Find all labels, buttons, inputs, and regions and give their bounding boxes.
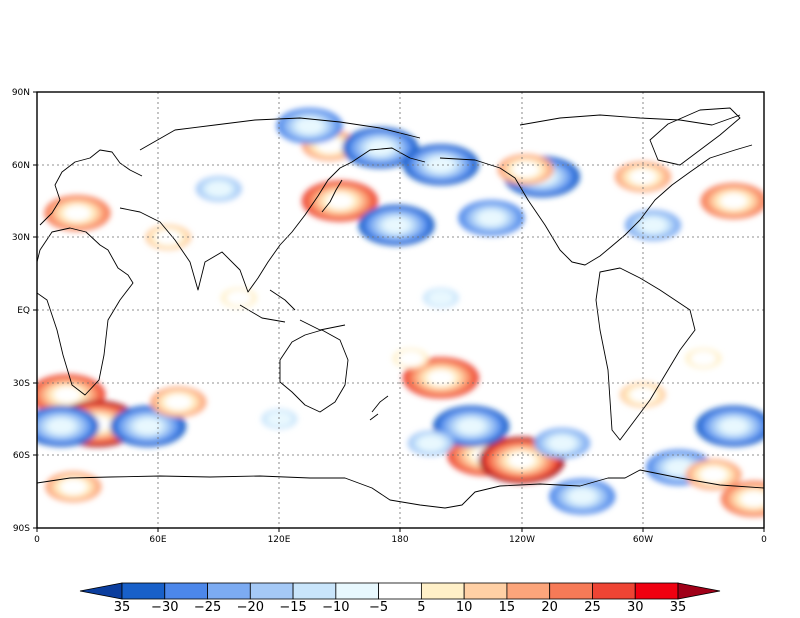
- lat-label-90s: 90S: [13, 524, 30, 534]
- lon-label-60e: 60E: [149, 535, 166, 545]
- lon-label-120w: 120W: [509, 535, 535, 545]
- anomaly-blob: [54, 387, 81, 403]
- anomaly-blob: [266, 411, 293, 427]
- colorbar-triangle-right: [677, 582, 721, 600]
- colorbar-label: −5: [369, 600, 388, 615]
- colorbar-box: [164, 582, 208, 600]
- lat-label-60n: 60N: [12, 161, 30, 171]
- colorbar-label: −15: [279, 600, 306, 615]
- colorbar-label: 35: [670, 600, 687, 615]
- lat-label-90n: 90N: [12, 88, 30, 98]
- new-zealand-coastline: [369, 395, 389, 421]
- lon-label-0-right: 0: [761, 535, 767, 545]
- lat-label-30n: 30N: [12, 233, 30, 243]
- anomaly-blob: [639, 217, 666, 233]
- latitude-labels: 90N 60N 30N EQ 30S 60S 90S: [12, 88, 30, 534]
- anomaly-blob: [458, 418, 485, 434]
- longitude-labels: 0 60E 120E 180 120W 60W 0: [34, 535, 767, 545]
- colorbar-label: 15: [499, 600, 516, 615]
- colorbar-label: −10: [322, 600, 349, 615]
- lat-label-60s: 60S: [13, 451, 30, 461]
- colorbar-box: [335, 582, 380, 600]
- canada-arctic-coastline: [519, 114, 741, 126]
- anomaly-blob: [629, 169, 656, 185]
- anomaly-blob: [165, 394, 192, 410]
- anomaly-blob: [427, 290, 454, 306]
- antarctica-coastline: [37, 469, 764, 509]
- anomaly-blob: [427, 157, 454, 173]
- colorbar-label: −25: [194, 600, 221, 615]
- anomaly-blob: [508, 452, 535, 468]
- lat-label-30s: 30S: [13, 379, 30, 389]
- anomaly-blob: [48, 418, 75, 434]
- anomaly-blob: [417, 435, 444, 451]
- anomaly-blob: [427, 370, 454, 386]
- colorbar-label: −20: [237, 600, 264, 615]
- asia-north-coastline: [139, 117, 421, 151]
- colorbar-box: [378, 582, 422, 600]
- anomaly-blob: [326, 193, 353, 209]
- anomaly-blob: [383, 217, 410, 233]
- colorbar-box: [463, 582, 508, 600]
- colorbar-label: 35: [114, 600, 131, 615]
- lat-label-eq: EQ: [17, 306, 30, 316]
- colorbar-label: −30: [151, 600, 178, 615]
- greenland-coastline: [649, 107, 741, 166]
- anomaly-blob: [478, 210, 505, 226]
- asia-coastline: [119, 147, 426, 293]
- colorbar-box: [121, 582, 166, 600]
- colorbar-label: 20: [541, 600, 558, 615]
- lon-label-120e: 120E: [268, 535, 291, 545]
- plot-area: 90N 60N 30N EQ 30S 60S 90S 0 60E 120E 18…: [12, 88, 767, 545]
- tick-marks: [33, 91, 765, 532]
- anomaly-blob: [700, 467, 727, 483]
- lon-label-0-left: 0: [34, 535, 40, 545]
- anomaly-field: [37, 107, 764, 517]
- lon-label-180: 180: [391, 535, 408, 545]
- colorbar-box: [506, 582, 551, 600]
- anomaly-blob: [690, 350, 717, 367]
- anomaly-blob: [205, 181, 232, 197]
- anomaly-blob: [569, 488, 596, 505]
- anomaly-blob: [629, 387, 656, 403]
- colorbar-box: [592, 582, 636, 600]
- anomaly-blob: [512, 161, 539, 178]
- anomaly-blob: [60, 479, 87, 495]
- anomaly-blob: [296, 118, 323, 134]
- colorbar-box: [292, 582, 337, 600]
- indonesia-coastline: [239, 289, 346, 331]
- anomaly-blob: [64, 205, 91, 221]
- anomaly-blob: [740, 491, 764, 507]
- colorbar-label: 10: [456, 600, 473, 615]
- anomaly-blob: [720, 193, 747, 209]
- colorbar-label: 5: [417, 600, 425, 615]
- anomaly-blob: [720, 418, 747, 434]
- colorbar-triangle-left: [79, 582, 123, 600]
- colorbar-box: [634, 582, 679, 600]
- anomaly-blob: [397, 350, 424, 367]
- anomaly-blob: [666, 459, 693, 476]
- grid-lines: [37, 92, 764, 528]
- colorbar-box: [549, 582, 593, 600]
- australia-coastline: [279, 329, 349, 413]
- colorbar-box: [420, 582, 465, 600]
- coastlines: [37, 107, 764, 509]
- lon-label-60w: 60W: [633, 535, 653, 545]
- colorbar-box: [207, 582, 251, 600]
- anomaly-blob: [225, 290, 252, 306]
- north-america-coastline: [439, 144, 753, 266]
- colorbar: [79, 582, 721, 600]
- anomaly-blob: [367, 140, 394, 156]
- south-america-coastline: [595, 267, 696, 441]
- japan-coastline: [321, 179, 343, 213]
- anomaly-blob: [135, 418, 162, 434]
- colorbar-box: [249, 582, 294, 600]
- colorbar-label: 25: [584, 600, 601, 615]
- europe-coastline: [39, 149, 143, 226]
- africa-coastline: [37, 227, 134, 396]
- colorbar-label: 30: [627, 600, 644, 615]
- anomaly-blob: [549, 435, 576, 451]
- colorbar-labels: 35 −30 −25 −20 −15 −10 −5 5 10 15 20 25 30 35: [114, 600, 687, 615]
